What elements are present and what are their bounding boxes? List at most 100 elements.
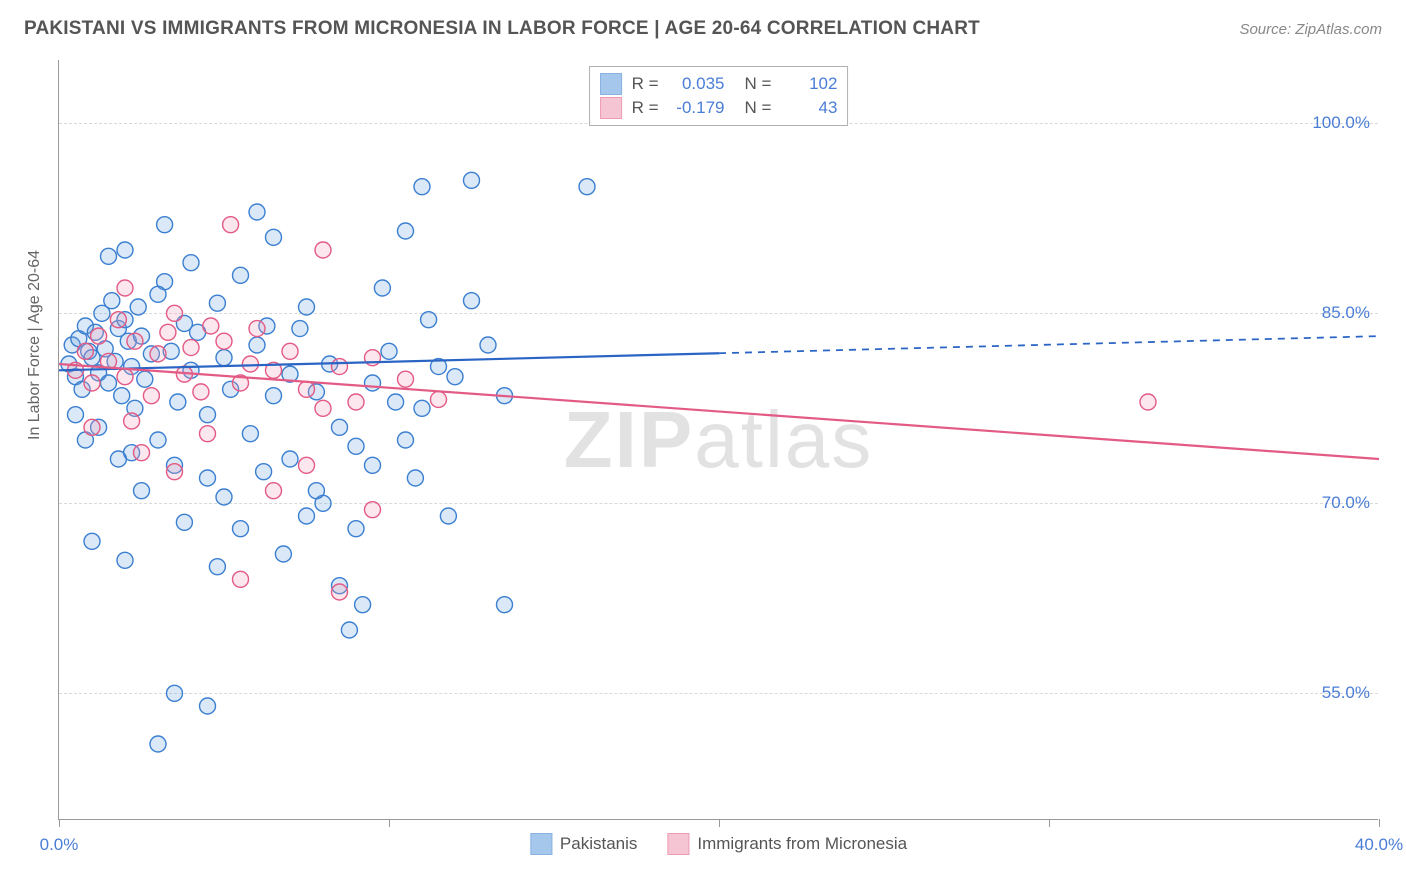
data-point <box>157 217 173 233</box>
data-point <box>68 407 84 423</box>
source-attribution: Source: ZipAtlas.com <box>1239 21 1382 38</box>
data-point <box>355 597 371 613</box>
data-point <box>275 546 291 562</box>
data-point <box>398 371 414 387</box>
data-point <box>84 375 100 391</box>
data-point <box>464 293 480 309</box>
data-point <box>464 172 480 188</box>
data-point <box>110 312 126 328</box>
chart-title: PAKISTANI VS IMMIGRANTS FROM MICRONESIA … <box>24 18 980 40</box>
data-point <box>497 597 513 613</box>
data-point <box>200 698 216 714</box>
data-point <box>233 267 249 283</box>
data-point <box>114 388 130 404</box>
data-point <box>242 426 258 442</box>
data-point <box>414 400 430 416</box>
data-point <box>101 248 117 264</box>
data-point <box>216 333 232 349</box>
legend-swatch-1 <box>530 833 552 855</box>
data-point <box>299 381 315 397</box>
data-point <box>167 464 183 480</box>
data-point <box>266 229 282 245</box>
data-point <box>233 521 249 537</box>
data-point <box>223 217 239 233</box>
data-point <box>216 489 232 505</box>
data-point <box>299 457 315 473</box>
data-point <box>431 391 447 407</box>
data-point <box>266 483 282 499</box>
data-point <box>374 280 390 296</box>
data-point <box>341 622 357 638</box>
data-point <box>134 483 150 499</box>
data-point <box>84 419 100 435</box>
data-point <box>124 413 140 429</box>
data-point <box>117 552 133 568</box>
x-tick-label: 0.0% <box>40 835 79 855</box>
data-point <box>183 340 199 356</box>
x-tick-label: 40.0% <box>1355 835 1403 855</box>
data-point <box>256 464 272 480</box>
data-point <box>134 445 150 461</box>
data-point <box>176 514 192 530</box>
data-point <box>150 736 166 752</box>
data-point <box>130 299 146 315</box>
regression-line <box>59 364 1379 459</box>
data-point <box>249 321 265 337</box>
legend-item-2: Immigrants from Micronesia <box>667 833 907 855</box>
data-point <box>77 343 93 359</box>
data-point <box>332 419 348 435</box>
data-point <box>167 305 183 321</box>
data-point <box>203 318 219 334</box>
data-point <box>209 559 225 575</box>
x-tick-mark <box>59 819 60 827</box>
r-label-2: R = <box>632 98 659 118</box>
data-point <box>348 394 364 410</box>
data-point <box>365 502 381 518</box>
n-value-1: 102 <box>781 74 837 94</box>
data-point <box>421 312 437 328</box>
regression-line-extrapolated <box>719 336 1379 353</box>
r-label-1: R = <box>632 74 659 94</box>
data-point <box>1140 394 1156 410</box>
swatch-series-1 <box>600 73 622 95</box>
data-point <box>143 388 159 404</box>
data-point <box>233 571 249 587</box>
data-point <box>579 179 595 195</box>
data-point <box>167 685 183 701</box>
data-point <box>84 533 100 549</box>
data-point <box>117 242 133 258</box>
data-point <box>101 375 117 391</box>
data-point <box>183 255 199 271</box>
legend-item-1: Pakistanis <box>530 833 637 855</box>
data-point <box>414 179 430 195</box>
data-point <box>348 521 364 537</box>
scatter-plot-svg <box>59 60 1378 819</box>
data-point <box>110 451 126 467</box>
data-point <box>398 432 414 448</box>
data-point <box>440 508 456 524</box>
data-point <box>480 337 496 353</box>
data-point <box>137 371 153 387</box>
correlation-stats-box: R = 0.035 N = 102 R = -0.179 N = 43 <box>589 66 849 126</box>
data-point <box>117 280 133 296</box>
chart-plot-area: ZIPatlas 55.0%70.0%85.0%100.0% 0.0%40.0%… <box>58 60 1378 820</box>
data-point <box>299 508 315 524</box>
n-label-1: N = <box>745 74 772 94</box>
data-point <box>292 321 308 337</box>
data-point <box>348 438 364 454</box>
data-point <box>200 470 216 486</box>
data-point <box>388 394 404 410</box>
data-point <box>242 356 258 372</box>
data-point <box>209 295 225 311</box>
swatch-series-2 <box>600 97 622 119</box>
r-value-2: -0.179 <box>669 98 725 118</box>
x-tick-mark <box>719 819 720 827</box>
x-tick-mark <box>1379 819 1380 827</box>
data-point <box>150 286 166 302</box>
data-point <box>127 333 143 349</box>
stats-row-series-1: R = 0.035 N = 102 <box>600 73 838 95</box>
data-point <box>332 584 348 600</box>
data-point <box>200 426 216 442</box>
data-point <box>266 388 282 404</box>
data-point <box>117 369 133 385</box>
